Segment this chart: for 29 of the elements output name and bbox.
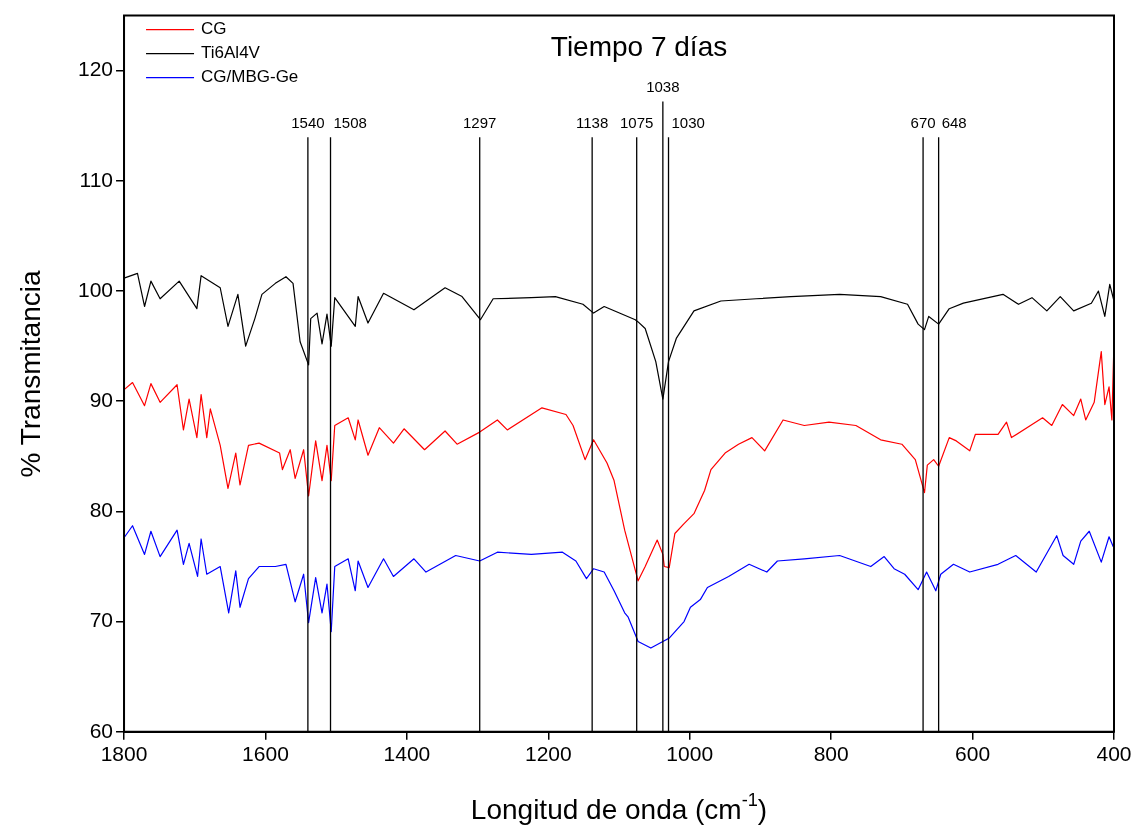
text: Tiempo 7 días: [550, 30, 728, 62]
y-tick-label: 110: [79, 167, 114, 191]
y-tick-label: 70: [89, 608, 114, 632]
x-tick-label: 1600: [242, 742, 289, 766]
ref-line-label: 1038: [646, 78, 680, 96]
ref-line-label: 1030: [671, 113, 705, 131]
legend-label: CG: [201, 19, 227, 39]
x-tick-label: 1800: [100, 742, 148, 766]
y-axis-title: % Transmitancia: [15, 270, 46, 478]
ref-line-label: 648: [941, 113, 967, 131]
ref-line-label: 1075: [620, 113, 654, 131]
x-tick-label: 1000: [666, 742, 714, 766]
y-tick-label: 120: [77, 57, 114, 81]
y-tick-label: 60: [89, 718, 114, 742]
y-tick-label: 90: [89, 388, 114, 412]
ref-line-label: 1297: [463, 113, 497, 131]
x-tick-label: 800: [813, 742, 849, 766]
ref-line-label: 1508: [333, 113, 367, 131]
legend-label: CG/MBG-Ge: [201, 67, 299, 87]
ref-line-label: 1540: [291, 113, 325, 131]
ref-line-label: 670: [910, 113, 936, 131]
y-tick-label: 80: [89, 498, 114, 522]
y-tick-label: 100: [77, 277, 114, 301]
legend-label: Ti6Al4V: [201, 43, 261, 63]
x-tick-label: 1400: [383, 742, 431, 766]
x-tick-label: 400: [1096, 742, 1132, 766]
ref-line-label: 1138: [576, 113, 609, 131]
x-tick-label: 600: [955, 742, 991, 766]
x-tick-label: 1200: [524, 742, 572, 766]
